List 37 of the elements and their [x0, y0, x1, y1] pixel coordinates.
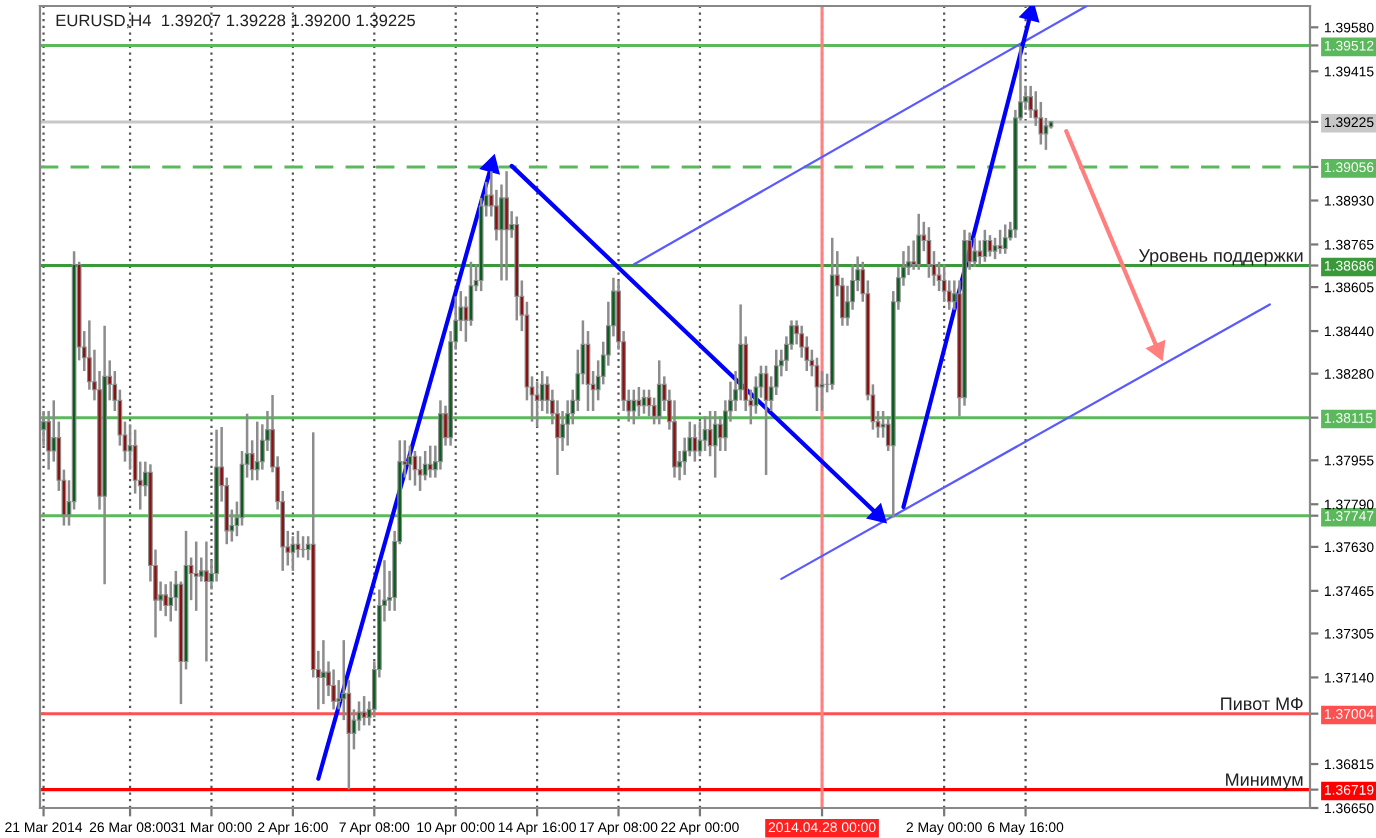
- candlestick: [997, 228, 1003, 256]
- candlestick: [204, 540, 209, 663]
- ref-line-label: Уровень поддержки: [1138, 249, 1303, 266]
- candlestick: [290, 534, 296, 573]
- candlestick: [692, 423, 698, 463]
- candlestick: [163, 582, 169, 618]
- point: [867, 504, 887, 524]
- ref-line-label: Пивот МФ: [1221, 697, 1303, 711]
- candlestick: [300, 534, 306, 559]
- candlestick: [712, 409, 718, 479]
- candlestick: [916, 212, 922, 272]
- ref-line-label: Минимум: [1226, 773, 1303, 790]
- candlestick: [631, 388, 637, 426]
- candlestick: [427, 444, 433, 479]
- point: [480, 155, 500, 175]
- candlestick: [636, 385, 642, 418]
- candlestick: [504, 169, 509, 282]
- candlestick: [972, 236, 978, 269]
- point: [1019, 6, 1039, 23]
- candlestick: [1028, 84, 1033, 120]
- candlestick: [361, 694, 367, 727]
- candlestick: [193, 540, 199, 613]
- point: [1146, 340, 1166, 361]
- candlestick: [982, 228, 988, 264]
- candlestick: [941, 263, 947, 303]
- candlestick: [992, 236, 998, 261]
- candlestick: [926, 225, 932, 280]
- chart-title: EURUSD,H4 1.39207 1.39228 1.39200 1.39225: [56, 14, 415, 29]
- candlestick: [1002, 223, 1008, 256]
- candlestick: [656, 359, 662, 426]
- candlestick: [331, 668, 336, 711]
- candlestick: [254, 420, 260, 482]
- candlestick: [417, 455, 423, 493]
- candlestick: [321, 638, 326, 706]
- candlestick: [763, 364, 769, 477]
- candlestick: [407, 444, 413, 482]
- candlestick: [438, 399, 443, 471]
